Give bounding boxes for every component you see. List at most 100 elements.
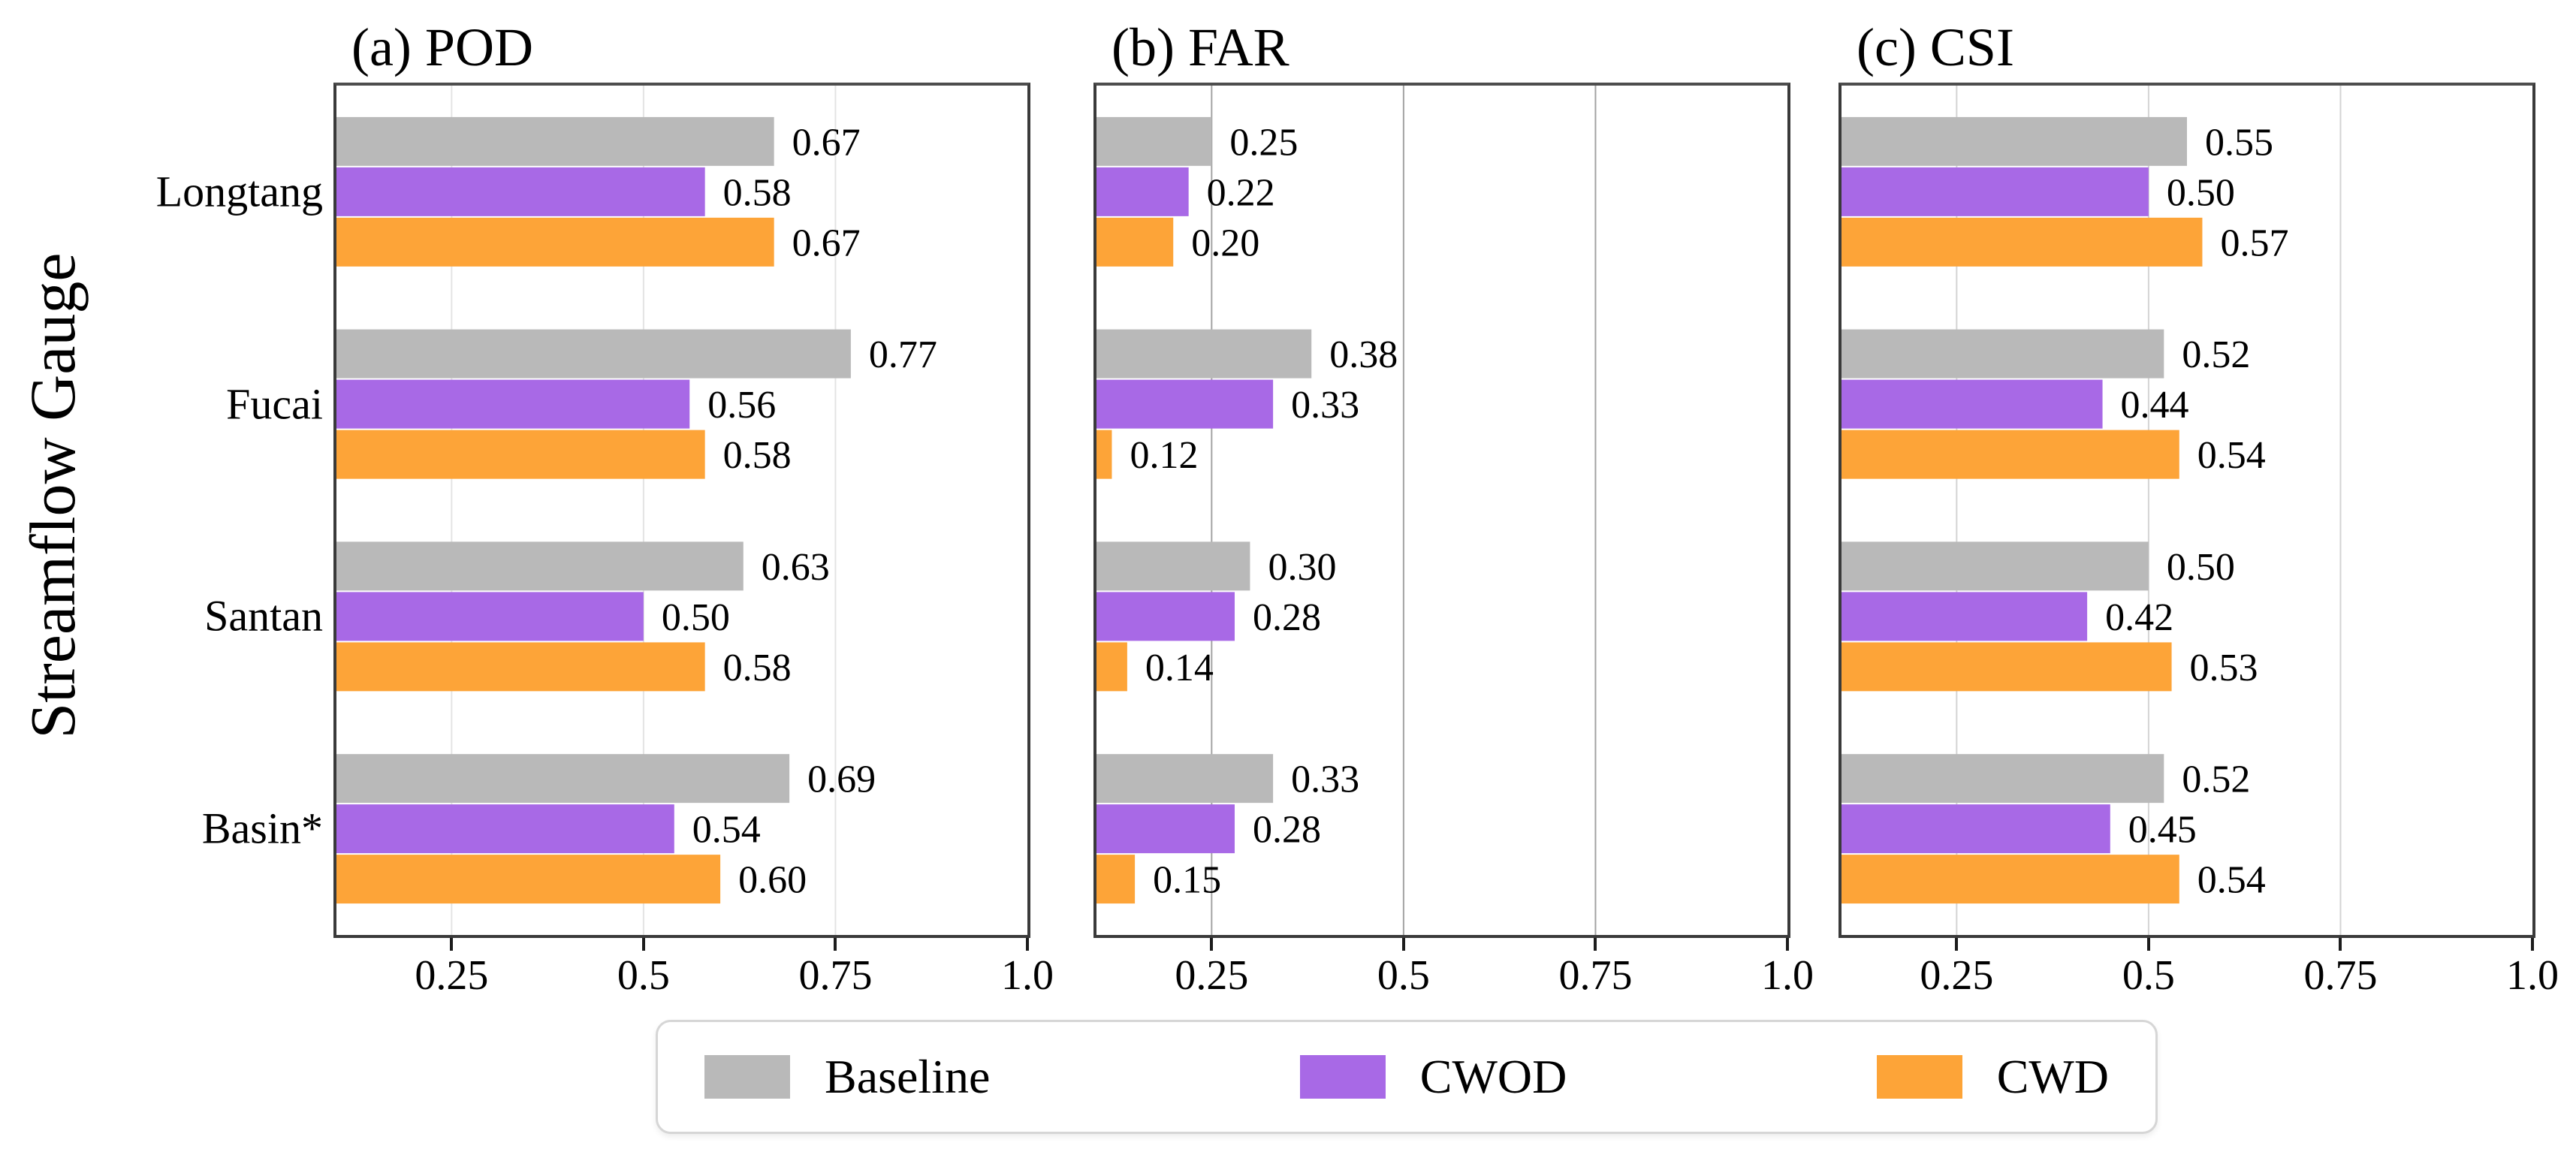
value-label-far-santan-cwd: 0.14 xyxy=(1145,647,1214,689)
value-label-far-santan-cwod: 0.28 xyxy=(1253,596,1321,639)
bar-far-basin-baseline xyxy=(1096,754,1274,804)
bar-far-santan-cwd xyxy=(1096,642,1127,692)
bar-far-fucai-cwod xyxy=(1096,379,1274,429)
value-label-csi-santan-cwd: 0.53 xyxy=(2190,647,2258,689)
bar-csi-fucai-cwod xyxy=(1842,379,2103,429)
x-tick-label-far-0.5: 0.5 xyxy=(1377,952,1430,999)
value-label-csi-santan-baseline: 0.50 xyxy=(2167,546,2235,589)
bar-pod-longtang-cwod xyxy=(336,167,705,216)
value-label-far-fucai-cwd: 0.12 xyxy=(1130,434,1198,477)
value-label-pod-fucai-baseline: 0.77 xyxy=(869,333,937,376)
legend-swatch-cwd xyxy=(1876,1055,1962,1099)
x-tick-mark-pod-1.0 xyxy=(1026,938,1029,951)
bar-csi-santan-cwod xyxy=(1842,592,2088,641)
x-tick-label-pod-0.75: 0.75 xyxy=(798,952,873,999)
x-tick-label-pod-0.25: 0.25 xyxy=(415,952,489,999)
value-label-pod-basin-baseline: 0.69 xyxy=(807,758,876,801)
x-axis-ticks-pod: 0.25 0.5 0.75 1.0 xyxy=(336,938,1054,1021)
chart-svg-csi: 0.55 0.52 0.50 0.52 0.50 0.44 0.42 0.45 0.57 0.54… xyxy=(1842,86,2342,935)
x-tick-label-csi-0.75: 0.75 xyxy=(2303,952,2378,999)
bar-pod-santan-cwd xyxy=(336,642,705,692)
legend-item-cwd: CWD xyxy=(1876,1049,2109,1105)
bar-far-basin-cwd xyxy=(1096,855,1136,904)
plot-csi: 0.55 0.52 0.50 0.52 0.50 0.44 0.42 0.45 0.57 0.54… xyxy=(1838,83,2535,938)
bar-pod-fucai-cwd xyxy=(336,430,705,479)
bar-far-longtang-cwod xyxy=(1096,167,1189,216)
bar-pod-santan-cwod xyxy=(336,592,644,641)
value-label-csi-longtang-cwd: 0.57 xyxy=(2220,222,2288,264)
value-label-far-longtang-cwd: 0.20 xyxy=(1191,222,1259,264)
legend-item-cwod: CWOD xyxy=(1299,1049,1567,1105)
value-label-pod-fucai-cwod: 0.56 xyxy=(707,384,776,427)
value-label-csi-santan-cwod: 0.42 xyxy=(2105,596,2173,639)
bar-csi-basin-cwod xyxy=(1842,804,2110,854)
value-label-pod-fucai-cwd: 0.58 xyxy=(723,434,792,477)
value-label-csi-longtang-baseline: 0.55 xyxy=(2205,121,2273,164)
x-tick-mark-far-0.75 xyxy=(1594,938,1597,951)
bar-pod-basin-baseline xyxy=(336,754,790,804)
value-label-csi-longtang-cwod: 0.50 xyxy=(2167,171,2235,214)
x-tick-label-pod-0.5: 0.5 xyxy=(617,952,670,999)
legend-label-baseline: Baseline xyxy=(825,1050,991,1103)
value-label-pod-basin-cwod: 0.54 xyxy=(692,809,761,852)
bar-pod-fucai-baseline xyxy=(336,329,851,378)
bar-far-santan-baseline xyxy=(1096,541,1250,591)
value-label-pod-santan-cwod: 0.50 xyxy=(662,596,730,639)
value-label-csi-fucai-baseline: 0.52 xyxy=(2182,333,2250,376)
x-tick-label-csi-1.0: 1.0 xyxy=(2506,952,2559,999)
legend-label-cwd: CWD xyxy=(1996,1050,2109,1103)
bar-csi-longtang-cwod xyxy=(1842,167,2149,216)
plot-pod: 0.67 0.77 0.63 0.69 0.58 0.56 0.50 0.54 0.67 0.58… xyxy=(333,83,1030,938)
bar-csi-fucai-baseline xyxy=(1842,329,2164,378)
bar-pod-longtang-baseline xyxy=(336,116,774,166)
x-tick-mark-csi-1.0 xyxy=(2531,938,2534,951)
x-axis-ticks-far: 0.25 0.5 0.75 1.0 xyxy=(1096,938,1814,1021)
bar-pod-fucai-cwod xyxy=(336,379,690,429)
legend: Baseline CWOD CWD xyxy=(656,1020,2158,1134)
bar-far-fucai-baseline xyxy=(1096,329,1312,378)
bar-csi-basin-baseline xyxy=(1842,754,2164,804)
chart-svg-far: 0.25 0.38 0.30 0.33 0.22 0.33 0.28 0.28 0.20 0.12… xyxy=(1096,86,1597,935)
value-label-pod-longtang-cwd: 0.67 xyxy=(792,222,861,264)
x-tick-label-pod-1.0: 1.0 xyxy=(1001,952,1054,999)
panel-title-pod: (a) POD xyxy=(351,17,533,77)
panel-title-csi: (c) CSI xyxy=(1857,17,2014,77)
x-tick-mark-pod-0.5 xyxy=(641,938,645,951)
value-label-far-santan-baseline: 0.30 xyxy=(1268,546,1336,589)
bar-pod-longtang-cwd xyxy=(336,217,774,267)
y-axis-label: Streamflow Gauge xyxy=(17,252,89,739)
x-tick-mark-csi-0.75 xyxy=(2339,938,2342,951)
legend-label-cwod: CWOD xyxy=(1419,1050,1567,1103)
bar-pod-basin-cwd xyxy=(336,855,721,904)
x-axis-ticks-csi: 0.25 0.5 0.75 1.0 xyxy=(1842,938,2559,1021)
plot-far: 0.25 0.38 0.30 0.33 0.22 0.33 0.28 0.28 0.20 0.12… xyxy=(1093,83,1790,938)
value-label-csi-basin-cwd: 0.54 xyxy=(2197,859,2266,902)
x-tick-mark-pod-0.25 xyxy=(450,938,454,951)
x-tick-label-far-0.25: 0.25 xyxy=(1175,952,1249,999)
x-tick-label-csi-0.5: 0.5 xyxy=(2122,952,2175,999)
x-tick-mark-far-0.5 xyxy=(1401,938,1405,951)
value-label-pod-santan-cwd: 0.58 xyxy=(723,647,792,689)
value-label-far-longtang-cwod: 0.22 xyxy=(1207,171,1275,214)
value-label-csi-basin-cwod: 0.45 xyxy=(2128,809,2197,852)
bar-far-santan-cwod xyxy=(1096,592,1235,641)
legend-item-baseline: Baseline xyxy=(704,1049,990,1105)
value-label-far-basin-cwd: 0.15 xyxy=(1153,859,1221,902)
bar-far-longtang-cwd xyxy=(1096,217,1174,267)
x-tick-label-csi-0.25: 0.25 xyxy=(1920,952,1994,999)
x-tick-label-far-0.75: 0.75 xyxy=(1558,952,1633,999)
value-label-far-longtang-baseline: 0.25 xyxy=(1229,121,1298,164)
value-label-far-basin-cwod: 0.28 xyxy=(1253,809,1321,852)
value-label-far-fucai-cwod: 0.33 xyxy=(1291,384,1359,427)
bar-far-fucai-cwd xyxy=(1096,430,1112,479)
value-label-csi-fucai-cwd: 0.54 xyxy=(2197,434,2266,477)
value-label-pod-longtang-cwod: 0.58 xyxy=(723,171,792,214)
category-label-longtang: Longtang xyxy=(155,167,323,216)
bar-pod-santan-baseline xyxy=(336,541,744,591)
x-tick-mark-csi-0.25 xyxy=(1955,938,1959,951)
chart-svg-pod: 0.670.770.630.690.580.560.500.540.670.58… xyxy=(336,86,937,935)
category-label-fucai: Fucai xyxy=(226,379,323,429)
bar-far-longtang-baseline xyxy=(1096,116,1212,166)
x-tick-mark-csi-0.5 xyxy=(2146,938,2150,951)
value-label-csi-fucai-cwod: 0.44 xyxy=(2121,384,2189,427)
